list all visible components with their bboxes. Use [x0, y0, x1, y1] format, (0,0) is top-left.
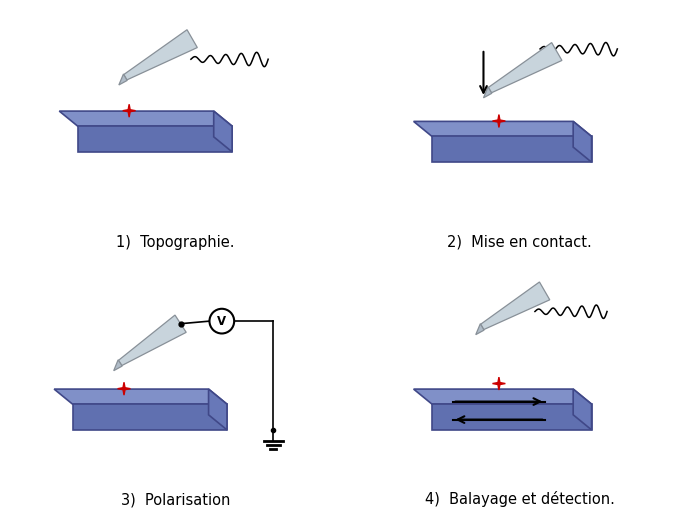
- Polygon shape: [123, 105, 136, 117]
- Polygon shape: [476, 324, 484, 335]
- Polygon shape: [493, 114, 505, 127]
- Polygon shape: [573, 121, 591, 162]
- Polygon shape: [573, 389, 591, 430]
- Text: 1)  Topographie.: 1) Topographie.: [116, 235, 235, 250]
- Polygon shape: [432, 404, 591, 430]
- Polygon shape: [124, 30, 197, 80]
- Polygon shape: [208, 389, 227, 430]
- Polygon shape: [484, 87, 492, 98]
- Polygon shape: [59, 111, 232, 126]
- Polygon shape: [414, 121, 591, 136]
- Polygon shape: [432, 136, 591, 162]
- Polygon shape: [414, 389, 591, 404]
- Polygon shape: [54, 389, 227, 404]
- Text: 2)  Mise en contact.: 2) Mise en contact.: [447, 235, 592, 250]
- Polygon shape: [114, 360, 122, 371]
- Text: 4)  Balayage et détection.: 4) Balayage et détection.: [425, 491, 614, 507]
- Polygon shape: [493, 377, 505, 390]
- Polygon shape: [117, 382, 131, 395]
- Polygon shape: [481, 282, 550, 330]
- Polygon shape: [489, 43, 562, 93]
- Text: 3)  Polarisation: 3) Polarisation: [121, 492, 230, 507]
- Polygon shape: [72, 404, 227, 430]
- Polygon shape: [78, 126, 232, 152]
- Polygon shape: [118, 315, 186, 366]
- Polygon shape: [119, 74, 127, 85]
- Polygon shape: [213, 111, 232, 152]
- Text: V: V: [218, 315, 227, 328]
- Circle shape: [209, 309, 234, 333]
